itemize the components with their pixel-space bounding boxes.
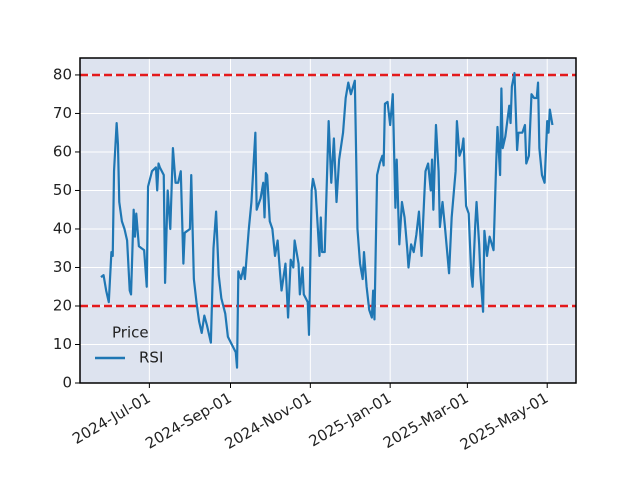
- legend: Price RSI: [95, 324, 163, 367]
- y-tick-label: 20: [53, 296, 72, 314]
- plot-background: [80, 58, 576, 383]
- legend-label: RSI: [139, 349, 163, 367]
- x-tick-label: 2024-Sep-01: [142, 389, 234, 453]
- x-tick-label: 2024-Nov-01: [222, 389, 315, 453]
- x-tick-label: 2024-Jul-01: [69, 389, 153, 448]
- x-tick-label: 2025-Mar-01: [380, 389, 472, 452]
- y-tick-label: 50: [53, 181, 72, 199]
- y-tick-label: 30: [53, 258, 72, 276]
- y-tick-label: 10: [53, 335, 72, 353]
- plot-frame: [79, 57, 577, 384]
- x-tick-label: 2025-Jan-01: [306, 389, 395, 451]
- y-tick-label: 40: [53, 219, 72, 237]
- y-tick-label: 0: [62, 374, 72, 392]
- y-tick-label: 80: [53, 65, 72, 83]
- legend-title: Price: [112, 324, 149, 342]
- y-tick-label: 70: [53, 104, 72, 122]
- y-tick-label: 60: [53, 142, 72, 160]
- x-tick-label: 2025-May-01: [457, 389, 552, 454]
- rsi-line: [100, 71, 554, 369]
